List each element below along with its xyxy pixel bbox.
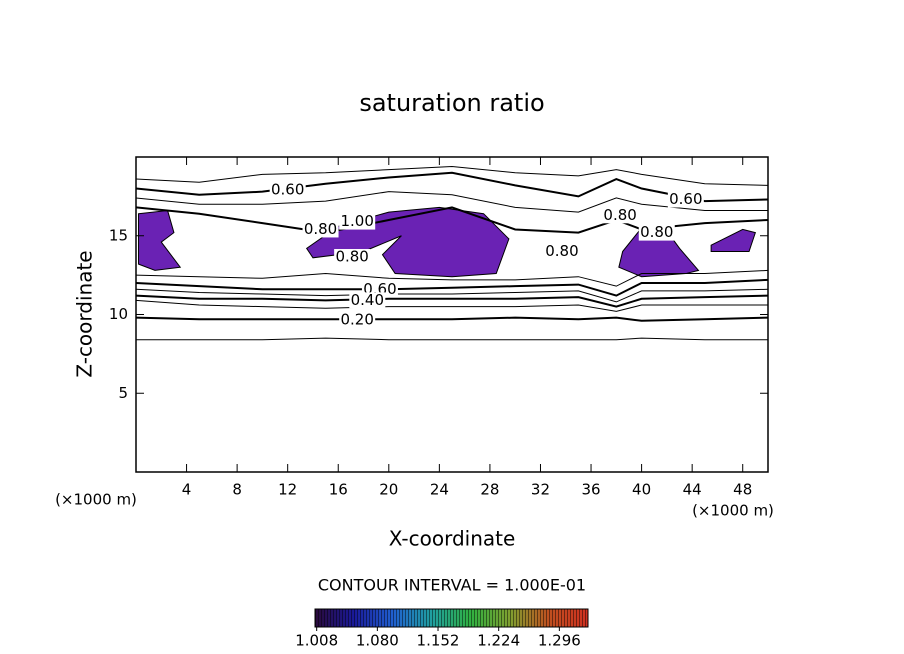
x-tick-label: 4 <box>182 481 192 499</box>
x-tick-label: 32 <box>531 481 550 499</box>
contour-label: 1.00 <box>340 212 373 230</box>
contour-label-bg <box>349 292 386 309</box>
x-tick-label: 48 <box>733 481 752 499</box>
contour-label-bg <box>269 182 306 199</box>
x-tick-label: 24 <box>430 481 449 499</box>
contour-label: 0.80 <box>304 220 337 238</box>
plot-area: 0.600.80 1.000.800.600.400.200.800.800.80… <box>136 165 768 341</box>
y-tick-label: 15 <box>109 226 128 244</box>
colorbar-tick-label: 1.224 <box>477 632 520 650</box>
colorbar-tick-label: 1.152 <box>417 632 460 650</box>
contour-label-bg <box>339 213 376 230</box>
shaded-region <box>305 206 510 278</box>
x-tick-label: 8 <box>232 481 242 499</box>
contour-label: 0.40 <box>351 291 384 309</box>
x-unit: (×1000 m) <box>692 502 774 520</box>
colorbar-tick-label: 1.008 <box>295 632 338 650</box>
x-tick-label: 36 <box>581 481 600 499</box>
contour-label-bg <box>339 312 376 329</box>
contour-label: 0.20 <box>340 311 373 329</box>
colorbar-tick-label: 1.080 <box>356 632 399 650</box>
contour-line <box>136 288 768 303</box>
contour-line <box>136 171 768 203</box>
y-tick-label: 10 <box>109 305 128 323</box>
contour-line <box>136 294 768 308</box>
contour-label-bg <box>334 249 371 266</box>
x-tick-label: 20 <box>379 481 398 499</box>
colorbar-stripes <box>314 608 589 628</box>
y-unit: (×1000 m) <box>55 491 137 509</box>
contour-label-bg <box>667 191 704 208</box>
y-tick-label: 5 <box>118 384 128 402</box>
contour-line <box>136 278 768 297</box>
contour-label-bg <box>543 243 580 260</box>
contour-label-bg <box>602 207 639 224</box>
contour-interval: CONTOUR INTERVAL = 1.000E-01 <box>318 576 586 595</box>
shaded-region <box>710 228 757 252</box>
x-tick-label: 44 <box>683 481 702 499</box>
x-tick-label: 12 <box>278 481 297 499</box>
x-axis-label: X-coordinate <box>389 527 516 551</box>
y-axis-label: Z-coordinate <box>73 250 97 377</box>
contour-label-bg <box>638 224 675 241</box>
contour-line <box>136 165 768 186</box>
contour-line <box>136 299 768 312</box>
chart-title: saturation ratio <box>359 89 544 117</box>
contour-line <box>136 337 768 341</box>
contour-line <box>136 269 768 287</box>
contour-label: 0.80 <box>545 242 578 260</box>
contour-line <box>136 316 768 322</box>
contour-line <box>136 191 768 213</box>
contour-label-bg <box>302 221 339 238</box>
contour-label: 0.80 <box>603 206 636 224</box>
x-tick-label: 40 <box>632 481 651 499</box>
contour-label: 0.80 <box>335 248 368 266</box>
x-tick-label: 28 <box>480 481 499 499</box>
x-tick-label: 16 <box>329 481 348 499</box>
contour-label: 0.80 <box>640 223 673 241</box>
shaded-region <box>138 210 182 271</box>
colorbar-tick-label: 1.296 <box>538 632 581 650</box>
contour-label: 0.60 <box>271 181 304 199</box>
contour-label: 0.60 <box>669 190 702 208</box>
